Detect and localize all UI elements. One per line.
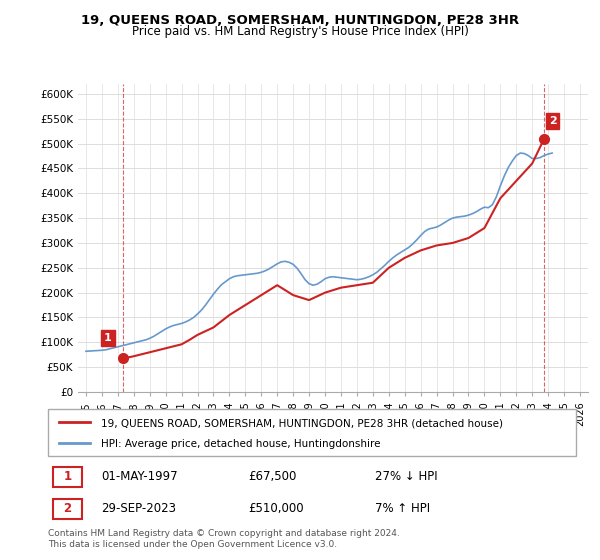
Text: 1: 1: [104, 333, 112, 343]
FancyBboxPatch shape: [53, 467, 82, 487]
Text: 01-MAY-1997: 01-MAY-1997: [101, 470, 178, 483]
Text: 19, QUEENS ROAD, SOMERSHAM, HUNTINGDON, PE28 3HR: 19, QUEENS ROAD, SOMERSHAM, HUNTINGDON, …: [81, 14, 519, 27]
Text: 19, QUEENS ROAD, SOMERSHAM, HUNTINGDON, PE28 3HR (detached house): 19, QUEENS ROAD, SOMERSHAM, HUNTINGDON, …: [101, 418, 503, 428]
Text: 2: 2: [64, 502, 71, 515]
Text: £510,000: £510,000: [248, 502, 304, 515]
Text: Contains HM Land Registry data © Crown copyright and database right 2024.
This d: Contains HM Land Registry data © Crown c…: [48, 529, 400, 549]
Text: 7% ↑ HPI: 7% ↑ HPI: [376, 502, 430, 515]
Text: 1: 1: [64, 470, 71, 483]
Text: HPI: Average price, detached house, Huntingdonshire: HPI: Average price, detached house, Hunt…: [101, 439, 380, 449]
Text: 2: 2: [549, 116, 557, 126]
Text: Price paid vs. HM Land Registry's House Price Index (HPI): Price paid vs. HM Land Registry's House …: [131, 25, 469, 38]
Text: 27% ↓ HPI: 27% ↓ HPI: [376, 470, 438, 483]
FancyBboxPatch shape: [48, 409, 576, 456]
Text: £67,500: £67,500: [248, 470, 297, 483]
FancyBboxPatch shape: [53, 499, 82, 519]
Text: 29-SEP-2023: 29-SEP-2023: [101, 502, 176, 515]
